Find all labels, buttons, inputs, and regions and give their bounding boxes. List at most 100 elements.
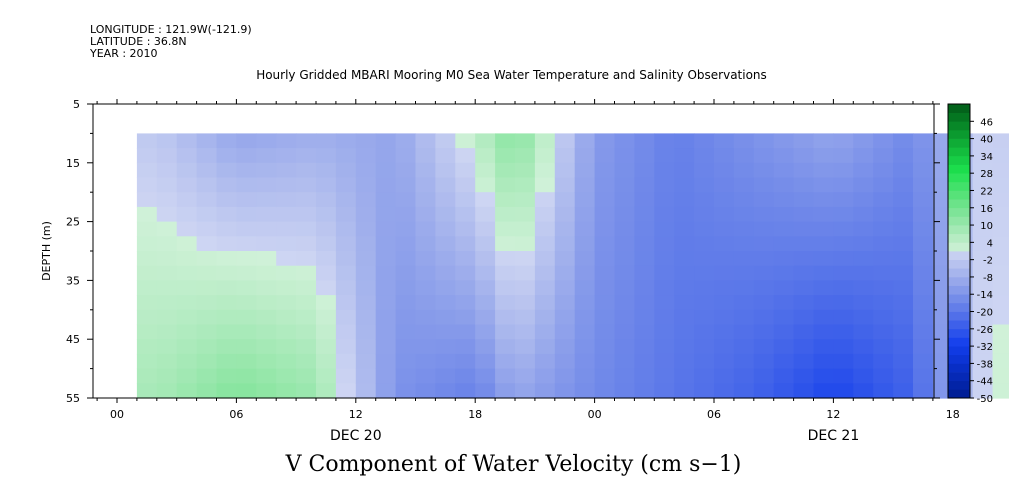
heatmap-cell <box>375 236 397 252</box>
heatmap-cell <box>176 148 198 164</box>
heatmap-cell <box>634 221 655 237</box>
heatmap-cell <box>594 236 616 252</box>
heatmap-cell <box>296 339 317 355</box>
heatmap-cell <box>972 206 994 223</box>
heatmap-cell <box>276 177 297 193</box>
heatmap-cell <box>296 353 317 370</box>
heatmap-cell <box>833 162 854 179</box>
colorbar-label: 28 <box>980 169 993 180</box>
heatmap-cell <box>554 148 576 164</box>
heatmap-cell <box>455 133 476 149</box>
heatmap-cell <box>654 192 675 208</box>
x-tick-label: 18 <box>946 408 960 421</box>
heatmap-cell <box>654 339 675 355</box>
heatmap-cell <box>415 133 436 149</box>
heatmap-cell <box>833 280 854 296</box>
heatmap-cell <box>574 148 596 164</box>
heatmap-cell <box>136 368 158 384</box>
heatmap-cell <box>634 280 655 296</box>
y-tick-label: 5 <box>73 98 80 111</box>
heatmap-cell <box>236 133 257 149</box>
heatmap-cell <box>495 368 516 384</box>
heatmap-cell <box>196 192 218 208</box>
heatmap-cell <box>196 206 218 223</box>
colorbar-label: -38 <box>977 359 993 370</box>
heatmap-cell <box>833 324 854 340</box>
heatmap-cell <box>196 368 218 384</box>
heatmap-cell <box>176 368 198 384</box>
heatmap-cell <box>594 324 616 340</box>
heatmap-cell <box>435 368 456 384</box>
heatmap-cell <box>733 251 755 267</box>
heatmap-cell <box>694 162 715 179</box>
heatmap-cell <box>335 339 357 355</box>
heatmap-cell <box>176 221 198 237</box>
heatmap-cell <box>256 221 277 237</box>
heatmap-cell <box>196 353 218 370</box>
heatmap-cell <box>495 339 516 355</box>
heatmap-cell <box>316 133 337 149</box>
heatmap-cell <box>654 177 675 193</box>
heatmap-cell <box>554 236 576 252</box>
heatmap-cell <box>316 236 337 252</box>
heatmap-cell <box>355 265 377 281</box>
heatmap-cell <box>156 265 178 281</box>
y-tick-label: 45 <box>66 333 80 346</box>
heatmap-cell <box>435 177 456 193</box>
heatmap-cell <box>913 309 934 326</box>
heatmap-cell <box>714 280 735 296</box>
x-tick-label: 00 <box>588 408 602 421</box>
heatmap-cell <box>574 177 596 193</box>
heatmap-cell <box>335 368 357 384</box>
heatmap-cell <box>873 148 894 164</box>
heatmap-cell <box>136 148 158 164</box>
heatmap-cell <box>753 133 775 149</box>
heatmap-cell <box>614 251 635 267</box>
year-label: YEAR : 2010 <box>90 47 158 60</box>
heatmap-cell <box>136 236 158 252</box>
heatmap-cell <box>972 309 994 326</box>
heatmap-cell <box>634 148 655 164</box>
colorbar-segment <box>948 328 970 338</box>
heatmap-cell <box>694 353 715 370</box>
heatmap-cell <box>833 295 854 311</box>
heatmap-cell <box>893 383 914 399</box>
heatmap-cell <box>415 383 436 399</box>
heatmap-cell <box>495 148 516 164</box>
heatmap-cell <box>714 383 735 399</box>
heatmap-cell <box>256 162 277 179</box>
heatmap-cell <box>136 177 158 193</box>
heatmap-cell <box>813 353 834 370</box>
heatmap-cell <box>594 309 616 326</box>
heatmap-cell <box>435 295 456 311</box>
heatmap-cell <box>714 192 735 208</box>
heatmap-cell <box>714 162 735 179</box>
heatmap-cell <box>694 324 715 340</box>
heatmap-cell <box>256 295 277 311</box>
heatmap-cell <box>972 295 994 311</box>
heatmap-cell <box>753 309 775 326</box>
heatmap-cell <box>236 353 257 370</box>
heatmap-cell <box>156 353 178 370</box>
heatmap-cell <box>316 280 337 296</box>
heatmap-cell <box>833 148 854 164</box>
heatmap-cell <box>534 133 556 149</box>
heatmap-cell <box>753 251 775 267</box>
heatmap-cell <box>156 309 178 326</box>
heatmap-cell <box>893 192 914 208</box>
heatmap-cell <box>773 353 795 370</box>
heatmap-cell <box>873 265 894 281</box>
heatmap-cell <box>614 236 635 252</box>
heatmap-cell <box>256 280 277 296</box>
heatmap-cell <box>753 206 775 223</box>
heatmap-cell <box>793 353 815 370</box>
heatmap-cell <box>415 177 436 193</box>
heatmap-cell <box>773 339 795 355</box>
heatmap-cell <box>634 236 655 252</box>
heatmap-cell <box>554 280 576 296</box>
x-tick-label: 06 <box>707 408 721 421</box>
heatmap-cell <box>873 236 894 252</box>
heatmap-cell <box>335 133 357 149</box>
heatmap-cell <box>236 192 257 208</box>
heatmap-cell <box>554 339 576 355</box>
